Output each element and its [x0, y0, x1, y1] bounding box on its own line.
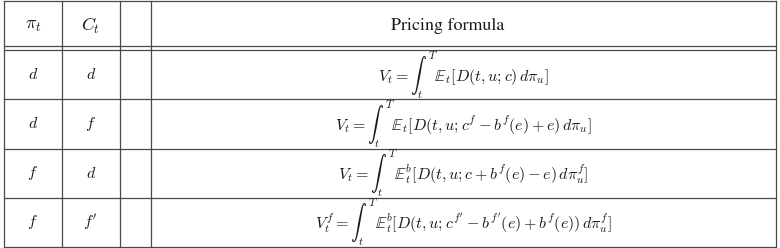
Text: $V_t = \int_t^T \mathbb{E}_t[D(t,u;c)\,d\pi_u]$: $V_t = \int_t^T \mathbb{E}_t[D(t,u;c)\,d…	[378, 49, 549, 100]
Text: $f^{\prime}$: $f^{\prime}$	[83, 212, 98, 232]
Text: $\pi_t$: $\pi_t$	[25, 18, 41, 34]
Text: $V_t^f = \int_t^T \mathbb{E}_t^b[D(t,u;c^{f^{\prime}} - b^{f^{\prime}}(e) + b^f(: $V_t^f = \int_t^T \mathbb{E}_t^b[D(t,u;c…	[315, 197, 612, 248]
Text: $d$: $d$	[28, 117, 38, 131]
Text: $f$: $f$	[85, 115, 96, 133]
Text: $f$: $f$	[27, 213, 38, 231]
Text: $C_t$: $C_t$	[81, 16, 101, 36]
Text: $d$: $d$	[86, 67, 96, 82]
Text: $d$: $d$	[28, 67, 38, 82]
Text: $V_t = \int_t^T \mathbb{E}_t^b[D(t,u;c + b^f(e) - e)\,d\pi_u^f]$: $V_t = \int_t^T \mathbb{E}_t^b[D(t,u;c +…	[339, 148, 588, 199]
Text: $d$: $d$	[86, 166, 96, 181]
Text: $f$: $f$	[27, 164, 38, 182]
Text: $V_t = \int_t^T \mathbb{E}_t[D(t,u;c^f - b^f(e) + e)\,d\pi_u]$: $V_t = \int_t^T \mathbb{E}_t[D(t,u;c^f -…	[335, 98, 592, 150]
Text: Pricing formula: Pricing formula	[392, 18, 505, 34]
